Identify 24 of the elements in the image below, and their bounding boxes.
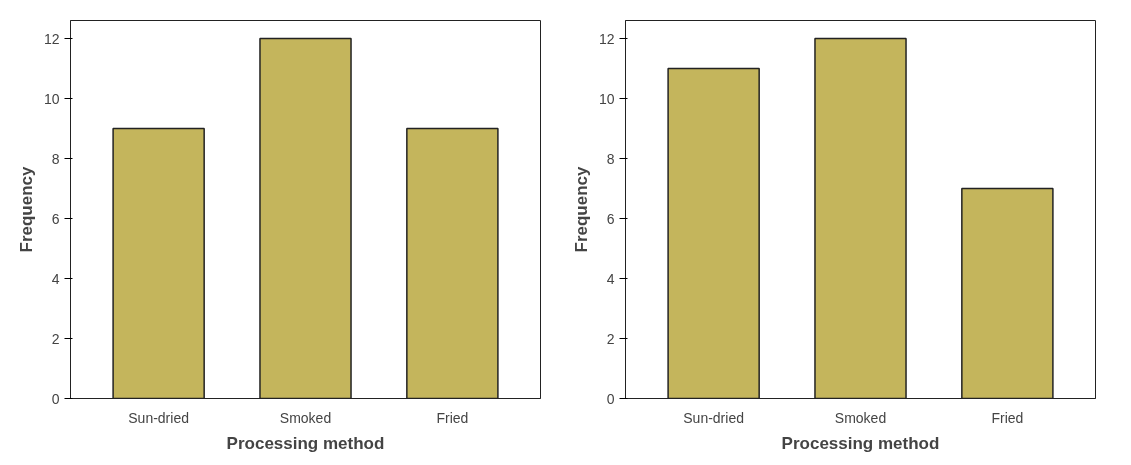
x-tick-label: Smoked — [834, 409, 887, 426]
x-tick-label: Fried — [436, 409, 469, 426]
x-axis-title: Processing method — [781, 433, 940, 453]
y-tick-label: 12 — [598, 30, 615, 47]
x-tick-label: Sun-dried — [128, 409, 189, 426]
y-axis-title: Frequency — [571, 165, 591, 253]
y-tick-label: 6 — [51, 210, 60, 227]
y-tick-label: 12 — [43, 30, 60, 47]
x-tick-label: Smoked — [279, 409, 332, 426]
x-tick-label: Sun-dried — [683, 409, 744, 426]
y-tick-label: 8 — [606, 150, 615, 167]
y-tick-label: 10 — [43, 90, 60, 107]
y-tick-label: 4 — [606, 270, 615, 287]
y-tick-label: 0 — [51, 390, 60, 407]
x-tick-label: Fried — [991, 409, 1024, 426]
y-tick-label: 4 — [51, 270, 60, 287]
y-axis-title: Frequency — [16, 165, 36, 253]
y-tick-label: 8 — [51, 150, 60, 167]
y-tick-label: 2 — [606, 330, 615, 347]
x-axis-title: Processing method — [226, 433, 385, 453]
y-tick-label: 10 — [598, 90, 615, 107]
y-tick-label: 6 — [606, 210, 615, 227]
y-tick-label: 0 — [606, 390, 615, 407]
y-tick-label: 2 — [51, 330, 60, 347]
